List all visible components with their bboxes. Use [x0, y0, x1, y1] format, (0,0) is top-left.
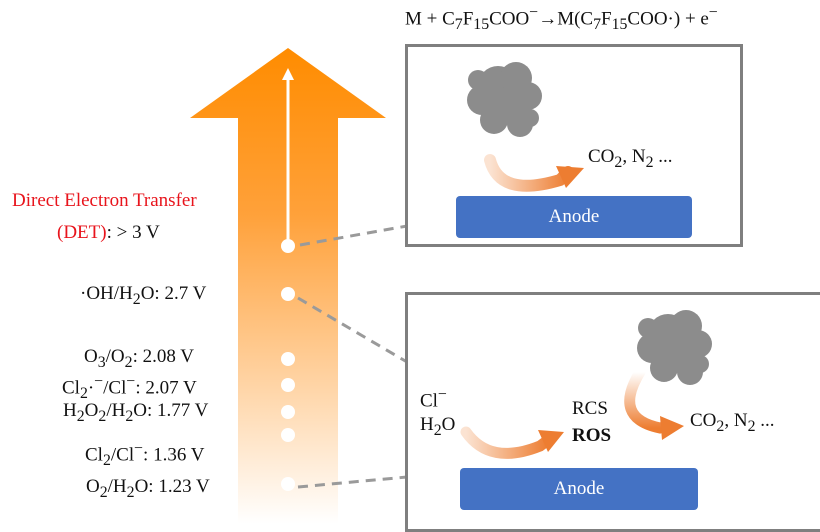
bottom-right-curve-arrow	[624, 366, 674, 434]
potential-o2: O2/H2O: 1.23 V	[86, 476, 210, 501]
dot-o3	[281, 352, 295, 366]
det-label-line1: Direct Electron Transfer	[12, 190, 197, 211]
pollutant-cloud-icon-2	[637, 310, 712, 385]
bottom-products: CO2, N2 ...	[690, 410, 775, 435]
ros-label: ROS	[572, 425, 612, 446]
water-label: H2O	[420, 414, 456, 439]
potential-h2o2: H2O2/H2O: 1.77 V	[63, 400, 209, 425]
dot-cl2rad	[281, 378, 295, 392]
dot-o2	[281, 477, 295, 491]
dot-oh	[281, 287, 295, 301]
bottom-left-curve-arrow	[460, 426, 554, 459]
reaction-equation: M + C7F15COO−→M(C7F15COO·) + e−	[405, 4, 718, 34]
bottom-left-curve-arrowhead	[538, 430, 564, 452]
top-curve-arrowhead	[556, 166, 584, 188]
connector-top	[299, 224, 408, 247]
chloride-label: Cl−	[420, 386, 447, 412]
potential-o3: O3/O2: 2.08 V	[84, 346, 194, 371]
connector-mid	[297, 296, 408, 364]
potential-cl2-radical: Cl2·−/Cl−: 2.07 V	[62, 373, 197, 403]
det-arrow-head	[282, 68, 294, 80]
dot-h2o2	[281, 405, 295, 419]
top-anode: Anode	[456, 196, 692, 238]
dot-cl2	[281, 428, 295, 442]
potential-cl2: Cl2/Cl−: 1.36 V	[85, 440, 205, 470]
potential-arrow	[190, 48, 386, 524]
rcs-label: RCS	[572, 398, 608, 419]
bottom-right-curve-arrowhead	[660, 416, 684, 440]
connector-bottom	[297, 475, 408, 489]
bottom-anode: Anode	[460, 468, 698, 510]
top-curve-arrow	[484, 154, 574, 192]
potential-oh: ·OH/H2O: 2.7 V	[80, 283, 207, 308]
det-label-line2: (DET): > 3 V	[57, 222, 160, 243]
pollutant-cloud-icon	[467, 62, 542, 137]
top-products: CO2, N2 ...	[588, 146, 673, 171]
dot-det	[281, 239, 295, 253]
